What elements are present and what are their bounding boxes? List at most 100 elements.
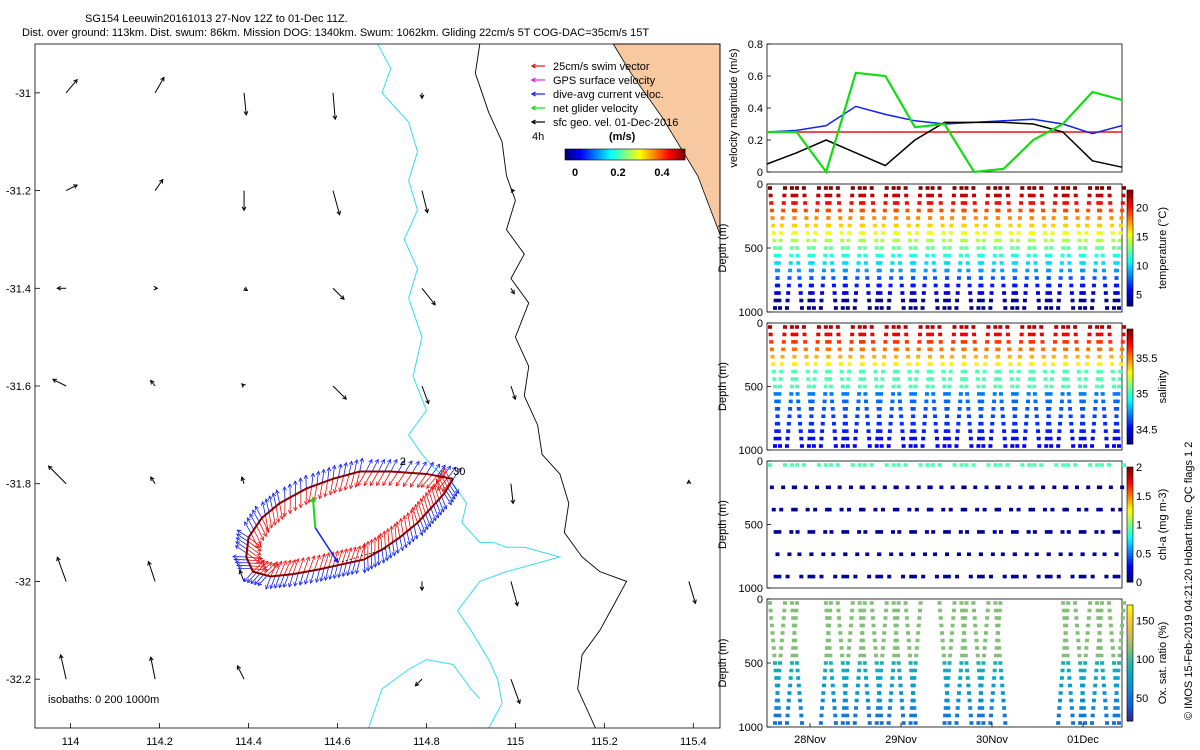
dac-vector-arrow bbox=[397, 460, 406, 473]
salinity-data-point bbox=[973, 347, 978, 352]
isobath-200-line bbox=[377, 43, 562, 729]
salinity-data-point bbox=[794, 377, 799, 381]
oxygen-data-point bbox=[967, 698, 972, 703]
temperature-data-point bbox=[912, 261, 917, 265]
chl-data-point bbox=[966, 552, 971, 557]
salinity-data-point bbox=[930, 384, 935, 389]
swim-vector-arrow-head bbox=[257, 547, 262, 552]
temperature-colorbar-cell bbox=[1127, 268, 1133, 272]
salinity-data-point bbox=[837, 347, 842, 352]
chl-data-point bbox=[891, 463, 896, 467]
temperature-data-point bbox=[1046, 283, 1051, 288]
salinity-data-point bbox=[878, 399, 883, 404]
colorbar-cell bbox=[675, 149, 678, 160]
temperature-data-point bbox=[1112, 306, 1116, 310]
salinity-data-point bbox=[827, 369, 832, 374]
temperature-data-point bbox=[896, 193, 901, 198]
salinity-data-point bbox=[1073, 332, 1078, 337]
oxygen-colorbar-cell bbox=[1127, 625, 1133, 629]
temperature-data-point bbox=[880, 238, 885, 243]
dac-vector-arrow bbox=[321, 469, 325, 483]
salinity-data-point bbox=[807, 436, 812, 441]
temperature-data-point bbox=[968, 298, 973, 303]
temperature-colorbar-cell bbox=[1127, 239, 1133, 243]
oxygen-data-point bbox=[797, 691, 802, 695]
salinity-data-point bbox=[1048, 392, 1053, 396]
oxygen-data-point bbox=[842, 676, 847, 680]
salinity-data-point bbox=[1086, 347, 1091, 352]
temperature-colorbar-cell bbox=[1127, 204, 1133, 208]
dac-vector-arrow-head bbox=[332, 574, 338, 580]
chl-data-point bbox=[862, 463, 867, 467]
temperature-data-point bbox=[949, 223, 954, 228]
sfc-geo-arrow-head bbox=[514, 601, 519, 607]
salinity-data-point bbox=[1088, 325, 1093, 329]
temperature-data-point bbox=[921, 291, 926, 295]
oxygen-data-point bbox=[911, 683, 916, 688]
oxygen-data-point bbox=[874, 721, 879, 725]
oxygen-y-tick-label: 0 bbox=[757, 594, 763, 606]
salinity-data-point bbox=[995, 354, 1000, 359]
temperature-data-point bbox=[981, 246, 986, 250]
temperature-data-point bbox=[776, 291, 781, 295]
salinity-data-point bbox=[1034, 414, 1039, 419]
swim-vector-arrow-head bbox=[432, 483, 438, 489]
dac-vector-arrow-head bbox=[449, 497, 454, 503]
temperature-data-point bbox=[943, 298, 948, 303]
colorbar-cell bbox=[607, 149, 610, 160]
map-axes-frame bbox=[34, 43, 721, 729]
salinity-data-point bbox=[840, 377, 845, 381]
salinity-data-point bbox=[859, 340, 863, 344]
temperature-data-point bbox=[1061, 193, 1066, 198]
colorbar-cell bbox=[651, 149, 654, 160]
temperature-data-point bbox=[947, 306, 952, 310]
oxygen-data-point bbox=[865, 691, 870, 695]
temperature-data-point bbox=[835, 186, 840, 190]
temperature-data-point bbox=[844, 291, 849, 295]
temperature-data-point bbox=[960, 193, 965, 198]
chl-data-point bbox=[905, 485, 910, 490]
sfc-geo-arrow-head bbox=[150, 379, 155, 385]
oxygen-colorbar-cell bbox=[1127, 634, 1133, 638]
chl-y-axis-label: Depth (m) bbox=[717, 500, 729, 549]
chl-data-point bbox=[934, 574, 939, 579]
salinity-data-point bbox=[1007, 354, 1012, 359]
salinity-data-point bbox=[874, 377, 879, 381]
oxygen-data-point bbox=[960, 616, 965, 620]
salinity-data-point bbox=[958, 399, 963, 404]
temperature-data-point bbox=[781, 208, 786, 213]
salinity-data-point bbox=[1118, 362, 1123, 366]
salinity-data-point bbox=[1042, 362, 1047, 366]
dac-vector-arrow-head bbox=[369, 565, 374, 570]
swim-vector-arrow bbox=[383, 531, 386, 548]
colorbar-cell bbox=[637, 149, 640, 160]
salinity-data-point bbox=[1080, 414, 1085, 419]
temperature-data-point bbox=[776, 268, 781, 273]
sfc-geo-arrow-head bbox=[414, 681, 420, 687]
temperature-colorbar-cell bbox=[1127, 207, 1133, 211]
temperature-data-point bbox=[1054, 186, 1059, 190]
salinity-data-point bbox=[896, 377, 901, 381]
salinity-colorbar-cell bbox=[1127, 380, 1133, 385]
salinity-data-point bbox=[833, 436, 838, 441]
swim-vector-arrow-head bbox=[352, 546, 357, 551]
temperature-data-point bbox=[1041, 216, 1046, 220]
salinity-data-point bbox=[1078, 444, 1083, 448]
oxygen-data-point bbox=[836, 608, 841, 613]
salinity-data-point bbox=[1068, 407, 1073, 411]
chl-data-point bbox=[1036, 574, 1041, 579]
oxygen-data-point bbox=[1078, 661, 1083, 665]
salinity-data-point bbox=[837, 340, 842, 344]
salinity-data-point bbox=[802, 332, 807, 337]
salinity-data-point bbox=[982, 377, 987, 381]
salinity-data-point bbox=[828, 384, 833, 389]
temperature-data-point bbox=[900, 291, 905, 295]
swim-vector-arrow-head bbox=[376, 481, 381, 487]
temperature-data-point bbox=[941, 231, 946, 235]
chl-data-point bbox=[1082, 574, 1087, 579]
salinity-y-tick-label: 500 bbox=[745, 382, 763, 394]
salinity-data-point bbox=[810, 429, 815, 433]
oxygen-data-point bbox=[860, 631, 865, 635]
temperature-data-point bbox=[1044, 253, 1049, 258]
